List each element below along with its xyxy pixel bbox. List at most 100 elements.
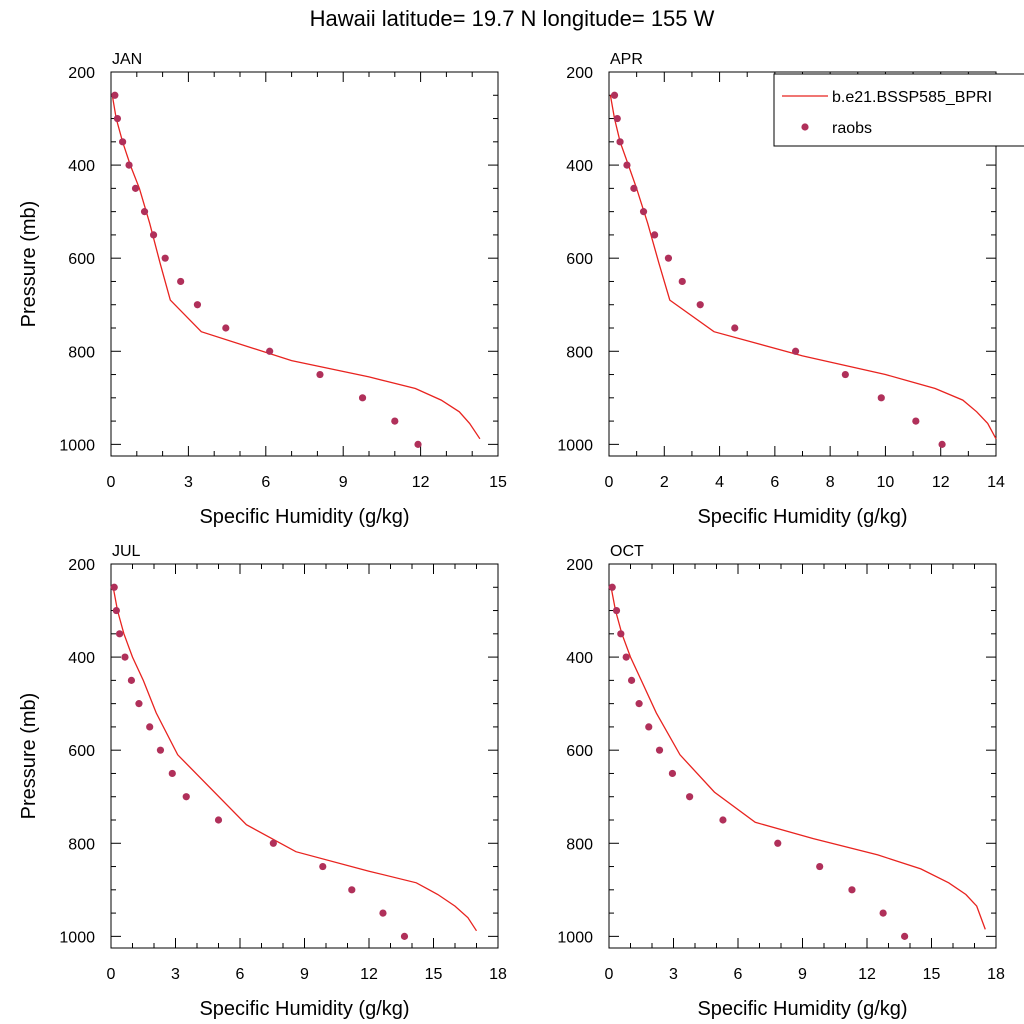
data-point-raobs xyxy=(635,700,643,708)
series-line-model xyxy=(609,95,997,440)
data-point-raobs xyxy=(848,886,856,894)
data-point-raobs xyxy=(731,324,739,332)
data-point-raobs xyxy=(269,839,277,847)
legend-marker-swatch xyxy=(801,123,809,131)
data-point-raobs xyxy=(696,301,704,309)
data-point-raobs xyxy=(127,676,136,684)
data-point-raobs xyxy=(622,653,630,661)
data-point-raobs xyxy=(627,676,636,684)
x-tick-label: 6 xyxy=(734,966,743,983)
data-point-raobs xyxy=(112,606,120,615)
y-tick-label: 200 xyxy=(566,65,593,82)
data-point-raobs xyxy=(630,184,638,192)
panel-label: OCT xyxy=(610,543,644,560)
data-point-raobs xyxy=(131,184,140,192)
y-axis-title: Pressure (mb) xyxy=(18,201,40,328)
data-point-raobs xyxy=(841,370,849,379)
data-point-raobs xyxy=(686,793,694,801)
x-tick-label: 12 xyxy=(360,966,378,983)
x-tick-label: 3 xyxy=(184,474,193,491)
x-tick-label: 6 xyxy=(236,966,245,983)
data-point-raobs xyxy=(119,138,127,146)
data-point-raobs xyxy=(214,816,223,824)
y-tick-label: 1000 xyxy=(557,437,593,454)
y-tick-label: 200 xyxy=(68,557,95,574)
data-point-raobs xyxy=(116,630,124,638)
data-point-raobs xyxy=(608,583,616,591)
data-point-raobs xyxy=(149,231,158,239)
data-point-raobs xyxy=(651,231,659,239)
x-tick-label: 6 xyxy=(770,474,779,491)
legend-label: b.e21.BSSP585_BPRI xyxy=(832,89,992,106)
x-tick-label: 0 xyxy=(605,966,614,983)
data-point-raobs xyxy=(161,254,169,262)
y-tick-label: 400 xyxy=(566,158,593,175)
y-tick-label: 600 xyxy=(566,251,593,268)
data-point-raobs xyxy=(774,839,782,847)
x-axis-title: Specific Humidity (g/kg) xyxy=(199,998,409,1020)
x-tick-label: 14 xyxy=(987,474,1005,491)
x-tick-label: 0 xyxy=(107,966,116,983)
y-tick-label: 200 xyxy=(68,65,95,82)
series-line-model xyxy=(111,95,481,440)
y-tick-label: 600 xyxy=(68,743,95,760)
y-tick-label: 600 xyxy=(566,743,593,760)
legend-label: raobs xyxy=(832,120,872,137)
data-point-raobs xyxy=(113,114,122,123)
x-axis-title: Specific Humidity (g/kg) xyxy=(199,506,409,528)
legend-box xyxy=(773,73,1024,147)
x-tick-label: 9 xyxy=(339,474,348,491)
data-point-raobs xyxy=(391,417,399,425)
panel-jul: JUL 200 400 600 800 1000 0 3 6 9 12 15 18 Specific Hu… xyxy=(18,543,507,1020)
x-axis-title: Specific Humidity (g/kg) xyxy=(697,506,907,528)
data-point-raobs xyxy=(612,606,621,615)
y-tick-label: 400 xyxy=(68,650,95,667)
figure-title: Hawaii latitude= 19.7 N longitude= 155 W xyxy=(310,6,715,31)
data-point-raobs xyxy=(125,161,133,169)
data-point-raobs xyxy=(678,277,686,286)
panel-apr: APR 200 400 600 800 1000 0 2 4 6 8 10 12 14 Specific H… xyxy=(557,51,1005,528)
data-point-raobs xyxy=(901,932,909,940)
data-point-raobs xyxy=(177,277,185,286)
x-tick-label: 3 xyxy=(669,966,678,983)
panel-jan: JAN 200 400 600 800 1000 0 3 6 9 12 15 Specific Humi… xyxy=(18,51,507,528)
y-tick-label: 400 xyxy=(566,650,593,667)
data-point-raobs xyxy=(623,161,631,169)
series-line-model xyxy=(112,587,478,932)
data-point-raobs xyxy=(110,583,118,591)
y-tick-label: 1000 xyxy=(59,437,95,454)
data-point-raobs xyxy=(193,301,202,309)
x-axis-title: Specific Humidity (g/kg) xyxy=(697,998,907,1020)
data-point-raobs xyxy=(182,793,190,801)
panel-label: APR xyxy=(610,51,643,68)
data-point-raobs xyxy=(616,138,624,146)
data-point-raobs xyxy=(400,932,409,940)
data-point-raobs xyxy=(168,769,176,778)
data-point-raobs xyxy=(156,746,165,754)
x-tick-label: 0 xyxy=(605,474,614,491)
x-tick-label: 12 xyxy=(858,966,876,983)
data-point-raobs xyxy=(645,723,653,731)
x-tick-label: 3 xyxy=(171,966,180,983)
x-tick-label: 18 xyxy=(987,966,1005,983)
data-point-raobs xyxy=(610,91,619,99)
data-point-raobs xyxy=(135,700,143,708)
x-tick-label: 12 xyxy=(412,474,430,491)
y-tick-label: 800 xyxy=(566,344,593,361)
x-tick-label: 9 xyxy=(300,966,309,983)
y-tick-label: 400 xyxy=(68,158,95,175)
x-tick-label: 9 xyxy=(798,966,807,983)
data-point-raobs xyxy=(912,417,920,425)
data-point-raobs xyxy=(613,114,621,123)
y-tick-label: 1000 xyxy=(59,929,95,946)
x-tick-label: 0 xyxy=(107,474,116,491)
data-point-raobs xyxy=(111,91,119,99)
data-point-raobs xyxy=(816,862,824,871)
data-point-raobs xyxy=(617,630,625,638)
data-point-raobs xyxy=(877,394,885,402)
x-tick-label: 15 xyxy=(425,966,443,983)
x-tick-label: 8 xyxy=(826,474,835,491)
data-point-raobs xyxy=(668,769,677,778)
